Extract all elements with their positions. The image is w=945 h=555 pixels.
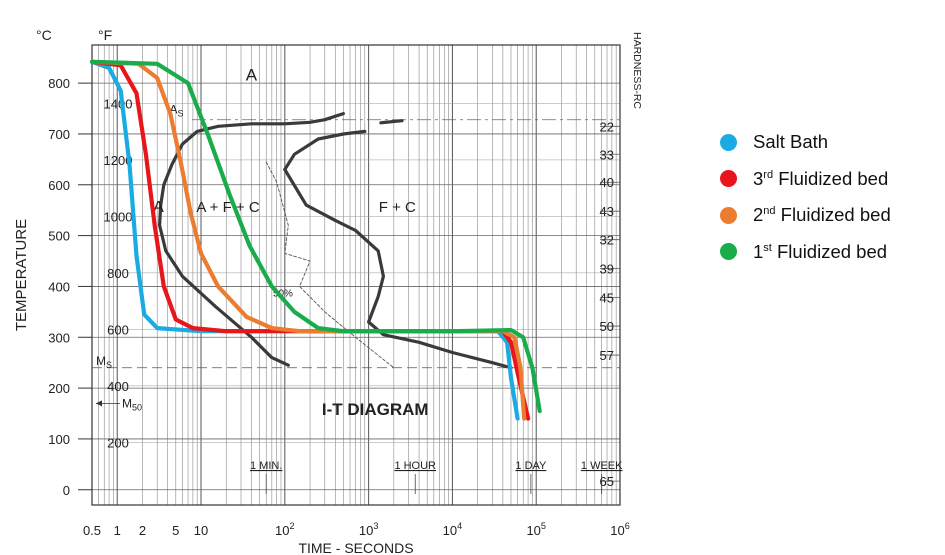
hardness-label: 40 bbox=[600, 175, 614, 190]
region-label-a-left: A bbox=[153, 199, 164, 216]
region-label-a-top: A bbox=[246, 66, 258, 85]
legend-label: 1st Fluidized bed bbox=[753, 240, 888, 262]
chart-title: I-T DIAGRAM bbox=[322, 400, 429, 419]
y-unit-c: °C bbox=[36, 27, 52, 43]
y-tick-label-c: 500 bbox=[48, 229, 70, 244]
y-tick-label-c: 700 bbox=[48, 127, 70, 142]
plot-frame bbox=[91, 44, 621, 506]
x-tick-label: 103 bbox=[359, 521, 379, 538]
ms-label: MS bbox=[96, 354, 112, 370]
legend-label: 2nd Fluidized bed bbox=[753, 204, 891, 226]
legend-marker bbox=[720, 206, 737, 224]
legend-marker bbox=[720, 243, 737, 261]
transformation-curve bbox=[283, 167, 513, 370]
series-line-2 bbox=[89, 59, 531, 421]
legend-marker bbox=[720, 170, 737, 188]
chart: 0 100 200 300 400 500 600 700 800 °C °F 200 400 600 80… bbox=[13, 27, 643, 555]
hardness-label: 32 bbox=[600, 233, 614, 248]
transformation-curve bbox=[158, 183, 290, 367]
legend-item-salt-bath: Salt Bath bbox=[720, 124, 940, 161]
hardness-label: 39 bbox=[600, 262, 614, 277]
region-label-afc: A + F + C bbox=[196, 199, 260, 216]
y-tick-label-c: 300 bbox=[48, 330, 70, 345]
y-tick-label-c: 200 bbox=[48, 381, 70, 396]
m50-arrowhead bbox=[96, 400, 102, 407]
fifty-percent-curve bbox=[265, 161, 395, 369]
y-tick-label-c: 800 bbox=[48, 76, 70, 91]
y-axis-title: TEMPERATURE bbox=[13, 219, 30, 331]
transformation-curve bbox=[162, 112, 345, 187]
legend-item-3rd-fluidized-bed: 3rd Fluidized bed bbox=[720, 161, 940, 198]
y-unit-f: °F bbox=[98, 27, 112, 43]
transformation-curve bbox=[283, 129, 367, 172]
time-marker-label: 1 WEEK bbox=[581, 460, 623, 472]
legend-label: 3rd Fluidized bed bbox=[753, 167, 889, 189]
y-tick-label-f: 600 bbox=[107, 322, 129, 337]
hardness-label: 43 bbox=[600, 204, 614, 219]
time-marker-label: 1 HOUR bbox=[394, 460, 436, 472]
x-tick-label: 1 bbox=[114, 523, 121, 538]
x-axis-title: TIME - SECONDS bbox=[298, 540, 413, 555]
y-tick-label-f: 800 bbox=[107, 266, 129, 281]
y-tick-label-f: 1000 bbox=[104, 209, 133, 224]
y-tick-label-c: 600 bbox=[48, 178, 70, 193]
m50-label: M50 bbox=[122, 396, 142, 412]
hardness-label: 50 bbox=[600, 319, 614, 334]
series-line-4 bbox=[89, 59, 542, 414]
x-tick-label: 106 bbox=[610, 521, 630, 538]
y-tick-label-f: 1400 bbox=[104, 96, 133, 111]
legend-item-2nd-fluidized-bed: 2nd Fluidized bed bbox=[720, 197, 940, 234]
time-marker-label: 1 MIN. bbox=[250, 460, 282, 472]
legend-label: Salt Bath bbox=[753, 131, 829, 153]
y-tick-label-f: 1200 bbox=[104, 153, 133, 168]
y-tick-label-f: 400 bbox=[107, 379, 129, 394]
x-tick-label: 5 bbox=[172, 523, 179, 538]
x-tick-label: 10 bbox=[194, 523, 208, 538]
legend-marker bbox=[720, 133, 737, 151]
y-tick-label-f: 200 bbox=[107, 435, 129, 450]
hardness-label: 57 bbox=[600, 348, 614, 363]
series-line-3 bbox=[89, 59, 527, 421]
fifty-percent-label: 50% bbox=[273, 289, 293, 300]
y-tick-label-c: 0 bbox=[63, 483, 70, 498]
y-tick-label-c: 400 bbox=[48, 279, 70, 294]
transformation-curve bbox=[379, 119, 404, 125]
x-tick-label: 105 bbox=[526, 521, 546, 538]
x-tick-label: 2 bbox=[139, 523, 146, 538]
x-tick-label: 104 bbox=[443, 521, 463, 538]
x-tick-label: 0.5 bbox=[83, 523, 101, 538]
legend-item-1st-fluidized-bed: 1st Fluidized bed bbox=[720, 234, 940, 271]
region-label-fc: F + C bbox=[379, 199, 416, 216]
series-line-1 bbox=[89, 59, 520, 421]
legend: Salt Bath 3rd Fluidized bed 2nd Fluidize… bbox=[720, 124, 940, 270]
x-tick-label: 102 bbox=[275, 521, 295, 538]
hardness-label: 22 bbox=[600, 119, 614, 134]
hardness-label: 33 bbox=[600, 147, 614, 162]
y-tick-label-c: 100 bbox=[48, 432, 70, 447]
hardness-label: 65 bbox=[600, 474, 614, 489]
time-marker-label: 1 DAY bbox=[515, 460, 547, 472]
hardness-title: HARDNESS-RC bbox=[631, 32, 643, 109]
hardness-label: 45 bbox=[600, 291, 614, 306]
